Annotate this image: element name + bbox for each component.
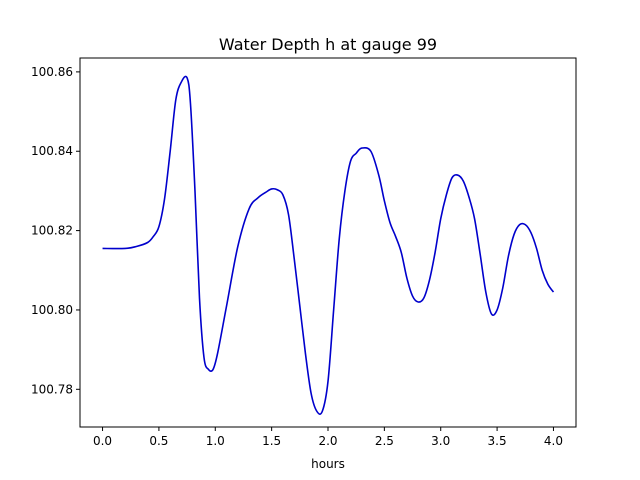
y-tick-label: 100.84 [31,144,73,158]
y-tick-label: 100.78 [31,382,73,396]
axes-frame [79,57,577,428]
series-line [102,75,555,415]
y-tick-label: 100.80 [31,303,73,317]
y-tick-label: 100.82 [31,224,73,238]
x-tick-label: 0.5 [149,434,168,448]
x-tick-label: 3.5 [488,434,507,448]
x-axis: 0.0 0.5 1.0 1.5 2.0 2.5 3.0 3.5 4.0 [93,427,563,448]
chart-title: Water Depth h at gauge 99 [219,35,437,54]
x-tick-label: 3.0 [431,434,450,448]
x-tick-label: 1.5 [262,434,281,448]
y-axis: 100.78 100.80 100.82 100.84 100.86 [31,65,80,396]
y-tick-label: 100.86 [31,65,73,79]
x-tick-label: 0.0 [93,434,112,448]
x-tick-label: 2.0 [318,434,337,448]
x-axis-label: hours [311,457,345,471]
x-tick-label: 1.0 [206,434,225,448]
x-tick-label: 4.0 [544,434,563,448]
plot-area [102,75,555,415]
x-tick-label: 2.5 [375,434,394,448]
